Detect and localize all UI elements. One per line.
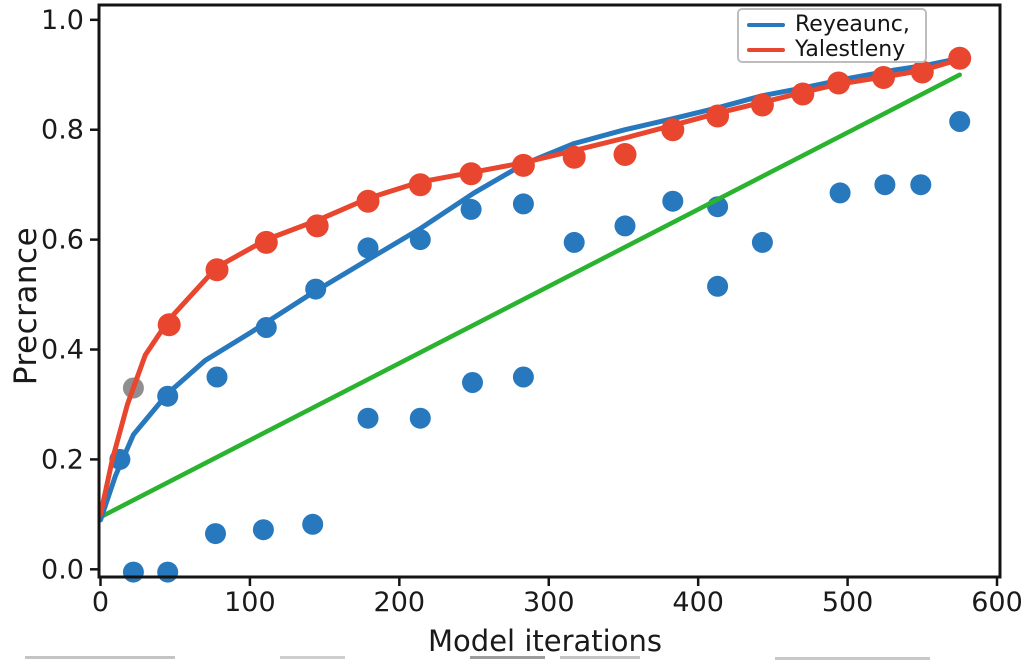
x-tick-label: 600 — [971, 587, 1023, 618]
axes-spines — [97, 3, 1002, 579]
scan-artifact — [560, 656, 640, 659]
scan-artifact — [470, 656, 545, 659]
x-axis-label: Model iterations — [428, 624, 662, 658]
x-tick-label: 500 — [822, 587, 874, 618]
legend-label-blue: Reyeaunc, — [795, 12, 910, 37]
y-tick-label: 1.0 — [41, 5, 84, 36]
y-tick-label: 0.2 — [41, 444, 84, 475]
y-tick-label: 0.6 — [41, 225, 84, 256]
green-reference-line — [98, 72, 962, 520]
x-tick-label: 200 — [374, 587, 426, 618]
x-tick-label: 100 — [224, 587, 276, 618]
red-curve — [98, 56, 963, 517]
y-tick-label: 0.8 — [41, 115, 84, 146]
y-axis-label: Precrance — [8, 226, 44, 386]
blue-line-sample — [747, 22, 785, 27]
x-tick-label: 400 — [672, 587, 724, 618]
x-axis-ticks: 0 100 200 300 400 500 600 — [92, 577, 1023, 618]
scan-artifact — [775, 657, 930, 660]
y-tick-label: 0.0 — [41, 554, 84, 585]
red-line-sample — [747, 47, 785, 52]
blue-scatter-points — [109, 111, 971, 583]
scan-artifact — [25, 656, 175, 659]
y-tick-label: 0.4 — [41, 335, 84, 366]
scan-artifact — [280, 656, 345, 659]
y-axis-ticks: 0.0 0.2 0.4 0.6 0.8 1.0 — [41, 5, 99, 585]
legend-item-blue: Reyeaunc, — [747, 12, 917, 37]
red-curve-markers — [157, 46, 972, 337]
legend: Reyeaunc, Yalestleny — [737, 8, 927, 63]
legend-item-red: Yalestleny — [747, 37, 917, 62]
x-tick-label: 0 — [92, 587, 109, 618]
legend-label-red: Yalestleny — [795, 37, 906, 62]
x-tick-label: 300 — [523, 587, 575, 618]
